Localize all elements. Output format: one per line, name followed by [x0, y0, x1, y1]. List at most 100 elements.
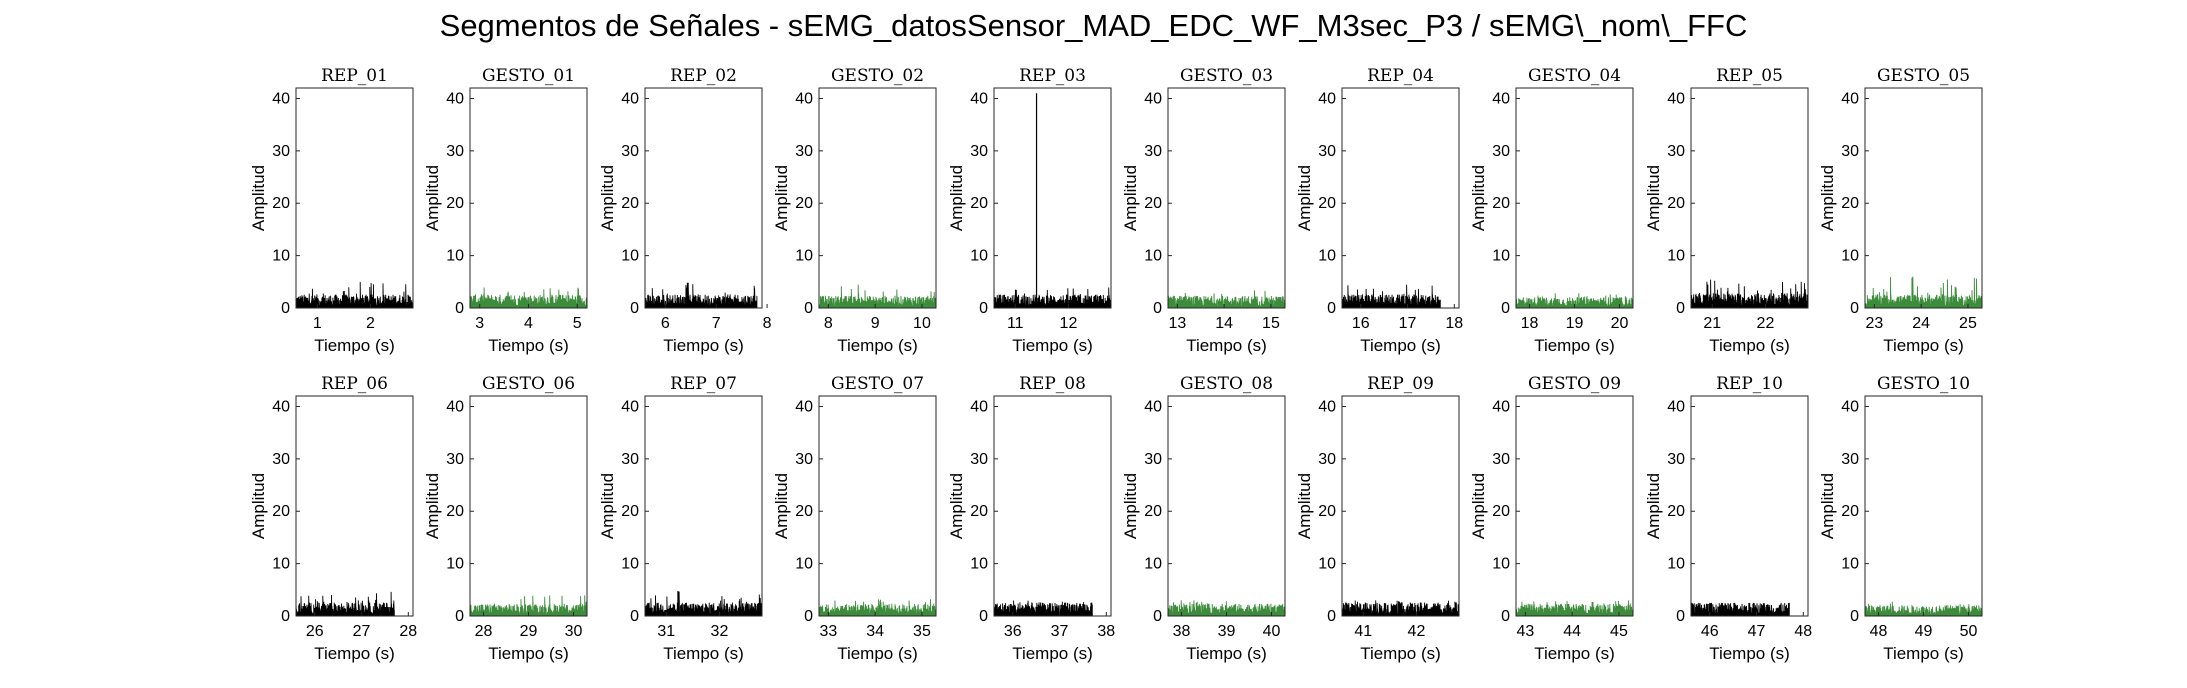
x-tick-label: 31	[657, 623, 675, 640]
x-tick-label: 38	[1173, 623, 1191, 640]
y-tick-label: 20	[621, 503, 639, 520]
y-tick-label: 0	[804, 300, 813, 317]
y-tick-label: 40	[446, 398, 464, 415]
axes-box	[469, 395, 588, 617]
x-tick-label: 23	[1865, 315, 1883, 332]
y-tick-label: 30	[1492, 143, 1510, 160]
axes-box	[644, 395, 763, 617]
subplot-title: GESTO_06	[482, 374, 575, 394]
subplot-title: REP_07	[670, 374, 737, 394]
y-tick-label: 20	[446, 503, 464, 520]
y-axis-label: Amplitud	[772, 473, 791, 539]
x-tick-label: 4	[524, 315, 533, 332]
signal-line	[1690, 602, 1790, 617]
x-tick-label: 27	[353, 623, 371, 640]
y-tick-label: 30	[1841, 451, 1859, 468]
y-tick-label: 10	[272, 248, 290, 265]
subplot-title: GESTO_10	[1877, 374, 1970, 394]
y-tick-label: 20	[1492, 503, 1510, 520]
figure-title: Segmentos de Señales - sEMG_datosSensor_…	[439, 8, 1748, 43]
x-tick-label: 44	[1563, 623, 1581, 640]
subplot-title: REP_04	[1367, 66, 1434, 86]
y-tick-label: 0	[1153, 300, 1162, 317]
signal-line	[818, 599, 937, 617]
x-axis-label: Tiempo (s)	[488, 644, 569, 663]
subplot-rep-06: 0 10 20 30 40 26 27 28 REP_06 Tiempo (s) Amplitud	[249, 374, 417, 663]
axes-box	[1341, 87, 1460, 309]
x-axis-label: Tiempo (s)	[488, 336, 569, 355]
subplot-title: GESTO_04	[1528, 66, 1621, 86]
y-tick-label: 20	[446, 195, 464, 212]
subplot-rep-08: 0 10 20 30 40 36 37 38 REP_08 Tiempo (s) Amplitud	[947, 374, 1115, 663]
y-tick-label: 10	[1667, 248, 1685, 265]
y-axis-label: Amplitud	[1469, 473, 1488, 539]
x-axis-label: Tiempo (s)	[1883, 644, 1964, 663]
subplot-gesto-05: 0 10 20 30 40 23 24 25 GESTO_05 Tiempo (s) Amplitu…	[1818, 66, 1983, 355]
signal-line	[1167, 290, 1286, 309]
y-tick-label: 10	[446, 248, 464, 265]
y-tick-label: 40	[1667, 398, 1685, 415]
y-tick-label: 30	[272, 143, 290, 160]
x-axis-label: Tiempo (s)	[663, 644, 744, 663]
subplot-gesto-02: 0 10 20 30 40 8 9 10 GESTO_02 Tiempo (s) Amplitud	[772, 66, 937, 355]
y-tick-label: 40	[1318, 90, 1336, 107]
x-tick-label: 18	[1521, 315, 1539, 332]
y-tick-label: 30	[970, 451, 988, 468]
x-tick-label: 47	[1748, 623, 1766, 640]
x-tick-label: 1	[313, 315, 322, 332]
subplot-title: GESTO_07	[831, 374, 924, 394]
y-tick-label: 40	[1492, 398, 1510, 415]
axes-box	[1690, 87, 1809, 309]
x-tick-label: 17	[1399, 315, 1417, 332]
y-tick-label: 20	[795, 195, 813, 212]
x-axis-label: Tiempo (s)	[1186, 644, 1267, 663]
y-axis-label: Amplitud	[1818, 165, 1837, 231]
signal-line	[993, 287, 1112, 309]
x-tick-label: 28	[399, 623, 417, 640]
y-tick-label: 0	[1327, 300, 1336, 317]
y-tick-label: 0	[979, 608, 988, 625]
subplot-gesto-04: 0 10 20 30 40 18 19 20 GESTO_04 Tiempo (s) Amplitu…	[1469, 66, 1634, 355]
axes-box	[1515, 87, 1634, 309]
y-axis-label: Amplitud	[423, 473, 442, 539]
x-axis-label: Tiempo (s)	[1534, 336, 1615, 355]
y-tick-label: 0	[630, 608, 639, 625]
y-tick-label: 10	[621, 248, 639, 265]
axes-box	[295, 395, 414, 617]
subplot-title: GESTO_09	[1528, 374, 1621, 394]
y-tick-label: 40	[970, 90, 988, 107]
y-tick-label: 40	[1667, 90, 1685, 107]
signal-line	[1690, 279, 1809, 309]
x-tick-label: 7	[712, 315, 721, 332]
x-axis-label: Tiempo (s)	[1360, 644, 1441, 663]
y-axis-label: Amplitud	[1644, 165, 1663, 231]
x-axis-label: Tiempo (s)	[1534, 644, 1615, 663]
axes-outline	[818, 395, 937, 617]
y-axis-label: Amplitud	[249, 165, 268, 231]
subplot-rep-02: 0 10 20 30 40 6 7 8 REP_02 Tiempo (s) Amplitud	[598, 66, 772, 355]
x-axis-label: Tiempo (s)	[663, 336, 744, 355]
y-tick-label: 10	[1318, 248, 1336, 265]
y-tick-label: 0	[1501, 608, 1510, 625]
y-tick-label: 40	[1492, 90, 1510, 107]
y-tick-label: 30	[446, 451, 464, 468]
y-axis-label: Amplitud	[1295, 473, 1314, 539]
x-tick-label: 28	[475, 623, 493, 640]
signal-line	[469, 287, 588, 309]
x-tick-label: 46	[1701, 623, 1719, 640]
axes-outline	[1690, 87, 1809, 309]
x-tick-label: 37	[1051, 623, 1069, 640]
signal-line	[1864, 276, 1983, 309]
axes-outline	[295, 87, 414, 309]
y-tick-label: 40	[621, 90, 639, 107]
subplot-title: REP_08	[1019, 374, 1086, 394]
signal-line	[993, 600, 1093, 617]
x-tick-label: 38	[1097, 623, 1115, 640]
x-tick-label: 3	[475, 315, 484, 332]
y-tick-label: 30	[1667, 143, 1685, 160]
y-tick-label: 0	[1850, 300, 1859, 317]
y-tick-label: 30	[1667, 451, 1685, 468]
y-tick-label: 30	[1144, 143, 1162, 160]
x-axis-label: Tiempo (s)	[1883, 336, 1964, 355]
